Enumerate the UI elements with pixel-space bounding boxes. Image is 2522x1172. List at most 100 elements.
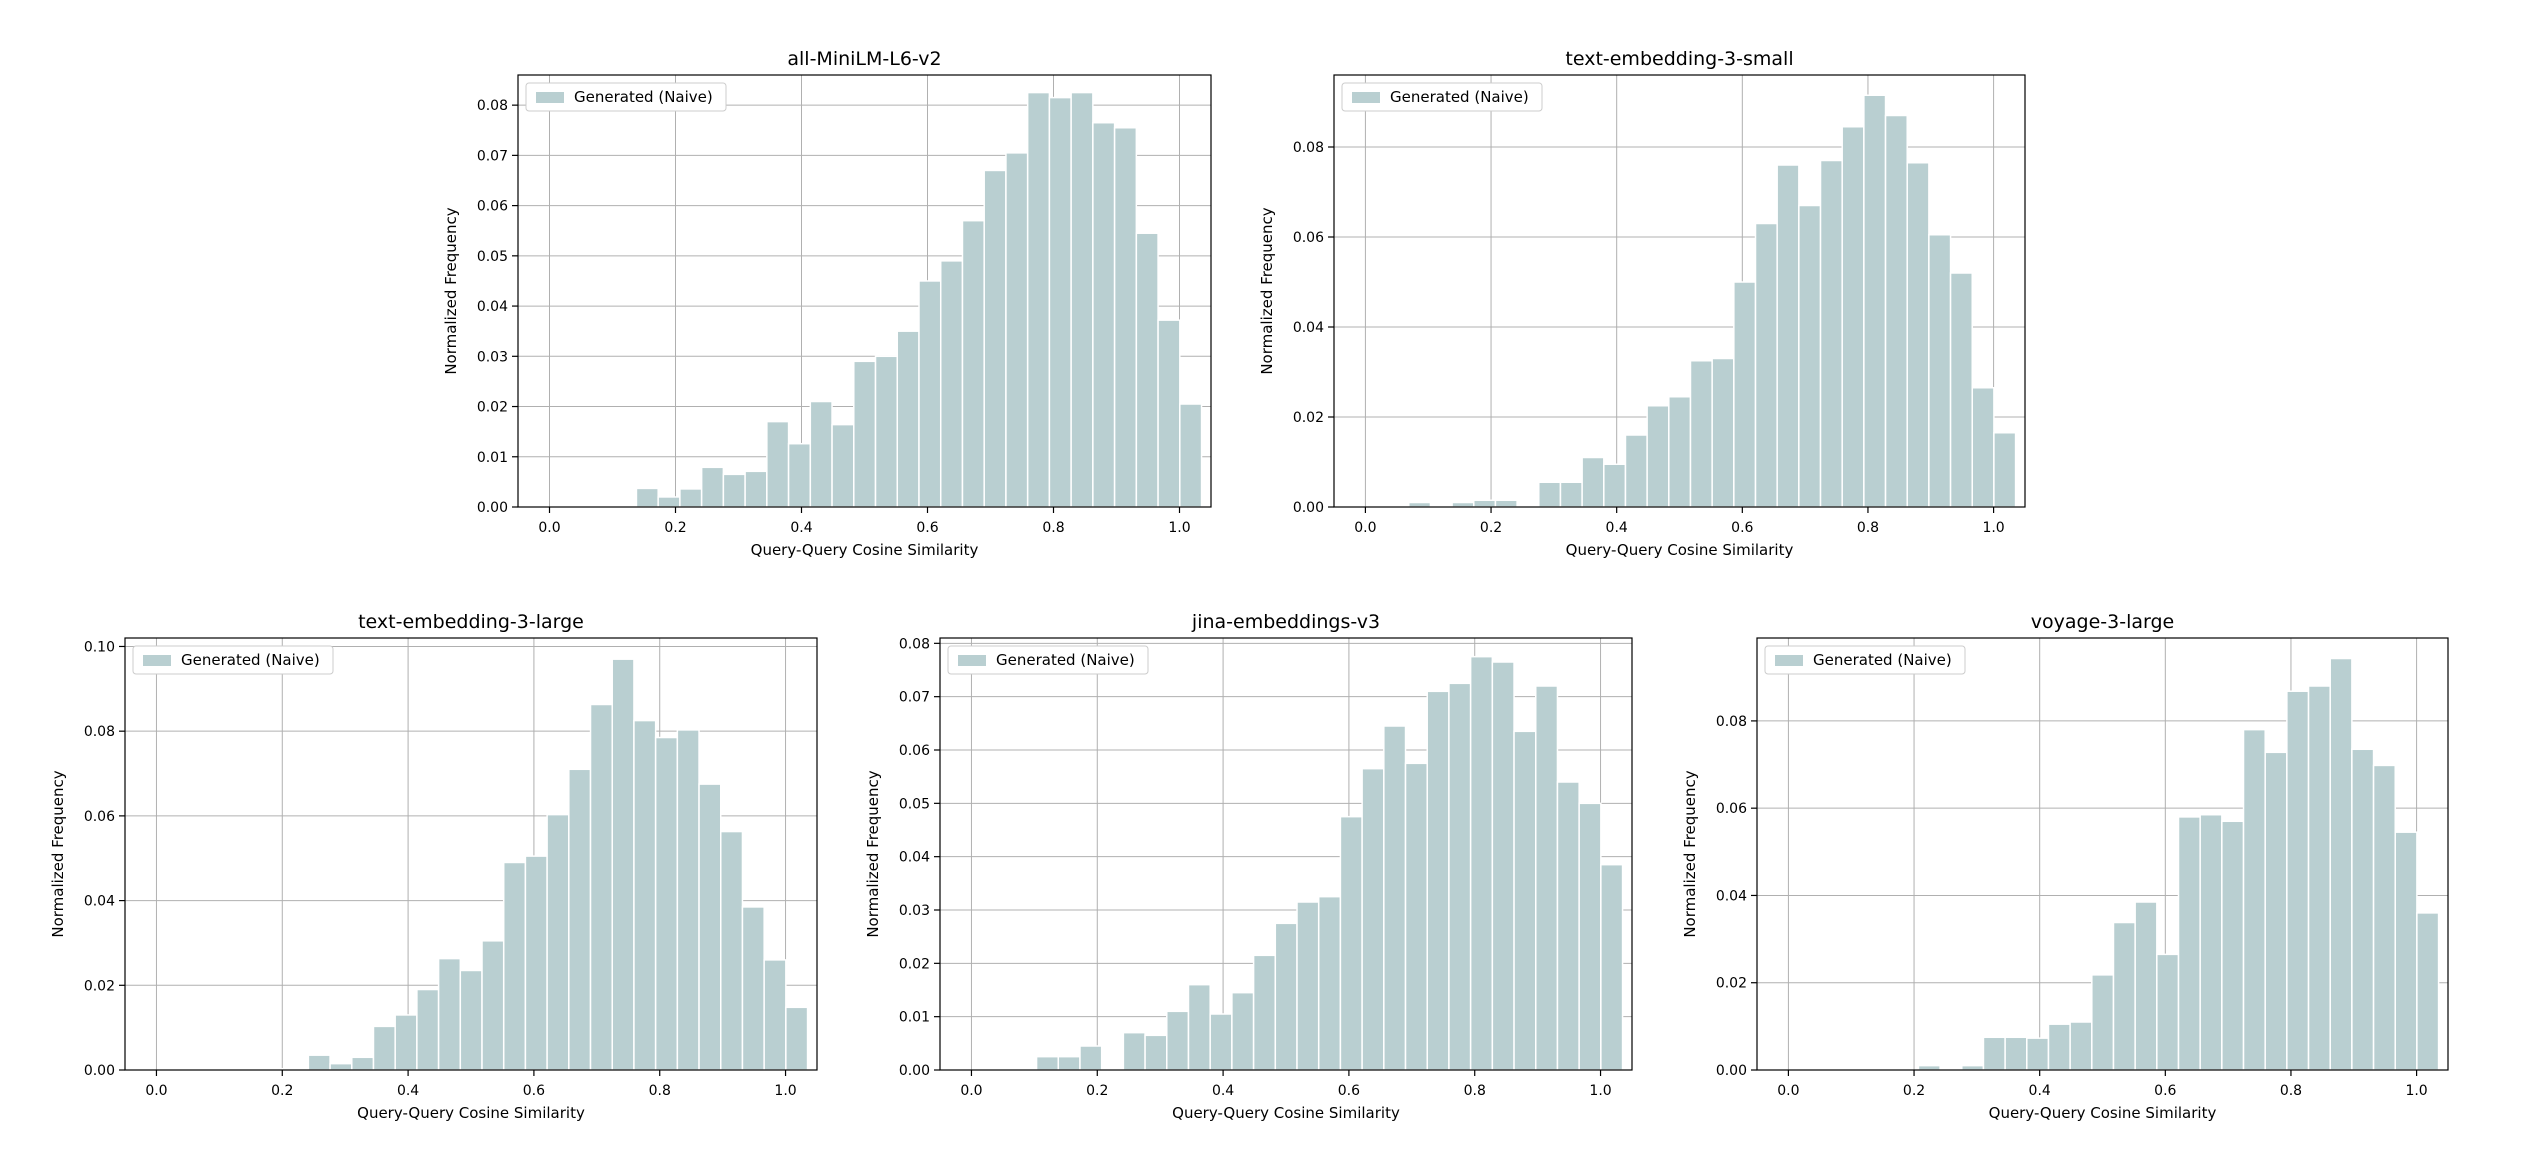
histogram-bar	[1624, 434, 1648, 508]
x-tick-label: 0.2	[664, 520, 686, 536]
histogram-bar	[568, 768, 592, 1071]
y-tick-label: 0.00	[899, 1063, 930, 1079]
histogram-bar	[1079, 1045, 1103, 1071]
histogram-bar	[1274, 922, 1298, 1071]
histogram-bar	[2286, 690, 2310, 1071]
legend	[1764, 645, 1966, 675]
histogram-bar	[809, 400, 833, 508]
histogram-bar	[2199, 813, 2223, 1071]
histogram-bar	[1754, 222, 1778, 508]
histogram-bar	[481, 940, 505, 1071]
panel-voyage-3-large: 0.0 0.2 0.4 0.6 0.8 1.0 0.00 0.02 0.04 0.06 0.08 vo…	[1681, 611, 2449, 1122]
x-tick-label: 1.0	[774, 1083, 796, 1099]
histogram-bar	[351, 1056, 375, 1071]
histogram-bar	[1035, 1055, 1060, 1071]
x-tick-label: 0.4	[1606, 520, 1628, 536]
panel-text-embedding-3-small: 0.0 0.2 0.4 0.6 0.8 1.0 0.00 0.02 0.04 0.06 0.08 te…	[1258, 48, 2026, 559]
legend-label: Generated (Naive)	[1390, 88, 1529, 106]
histogram-bar	[1451, 501, 1475, 508]
y-tick-label: 0.08	[1293, 140, 1324, 156]
histogram-bar	[939, 260, 964, 508]
histogram-bar	[329, 1062, 353, 1071]
plot-frame	[124, 637, 818, 1071]
histogram-bar	[1404, 762, 1428, 1071]
plot-frame	[1333, 74, 2026, 508]
histogram-bar	[1317, 895, 1342, 1071]
y-tick-label: 0.07	[477, 148, 508, 164]
histogram-bar	[831, 423, 855, 508]
histogram-bar	[1113, 126, 1138, 508]
histogram-bar	[1339, 815, 1363, 1071]
x-tick-label: 0.4	[397, 1083, 419, 1099]
histogram-bar	[1408, 501, 1432, 508]
histogram-bar	[1600, 863, 1624, 1071]
panel-all-minilm-l6-v2: 0.0 0.2 0.4 0.6 0.8 1.0 0.00 0.01 0.02 0.03 0.04 0.…	[442, 48, 1212, 559]
x-tick-label: 0.6	[523, 1083, 545, 1099]
histogram-bar	[2307, 685, 2331, 1071]
y-axis-label: Normalized Frequency	[442, 207, 460, 374]
histogram-bar	[2134, 901, 2158, 1071]
histogram-bar	[1646, 405, 1670, 508]
histogram-bar	[961, 219, 985, 508]
histogram-bar	[1469, 655, 1494, 1071]
x-tick-label: 0.6	[2154, 1083, 2176, 1099]
y-tick-label: 0.02	[1716, 976, 1747, 992]
x-tick-label: 0.2	[271, 1083, 293, 1099]
histogram-bar	[1534, 685, 1559, 1071]
histogram-bar	[2329, 657, 2353, 1071]
y-tick-label: 0.08	[477, 98, 508, 114]
panel-text-embedding-3-large: 0.0 0.2 0.4 0.6 0.8 1.0 0.00 0.02 0.04 0.06 0.08 0.…	[49, 611, 818, 1122]
histogram-bar	[2026, 1037, 2050, 1071]
y-tick-label: 0.01	[477, 450, 508, 466]
histogram-bar	[787, 442, 812, 508]
histogram-bar	[654, 736, 679, 1071]
legend-label: Generated (Naive)	[1813, 651, 1952, 669]
chart-title: jina-embeddings-v3	[1191, 611, 1380, 633]
x-tick-label: 0.0	[1354, 520, 1376, 536]
y-tick-label: 0.04	[477, 299, 508, 315]
x-tick-label: 0.4	[1212, 1083, 1234, 1099]
histogram-bar	[1711, 357, 1735, 508]
y-tick-label: 0.02	[477, 400, 508, 416]
legend-swatch	[1775, 655, 1803, 666]
histogram-bar	[1005, 152, 1029, 508]
histogram-bar	[1917, 1064, 1941, 1071]
histogram-bar	[1578, 802, 1602, 1071]
histogram-bar	[1971, 387, 1995, 508]
x-tick-label: 1.0	[1589, 1083, 1611, 1099]
histogram-bar	[1841, 126, 1865, 508]
chart-title: all-MiniLM-L6-v2	[787, 48, 941, 70]
x-axis-label: Query-Query Cosine Similarity	[357, 1104, 585, 1122]
histogram-bar	[2177, 816, 2201, 1071]
y-tick-label: 0.05	[477, 249, 508, 265]
histogram-bar	[1494, 499, 1518, 508]
legend-label: Generated (Naive)	[181, 651, 320, 669]
y-tick-label: 0.06	[1716, 801, 1747, 817]
x-tick-label: 0.0	[960, 1083, 982, 1099]
histogram-bar	[2004, 1036, 2028, 1071]
histogram-bar	[679, 488, 703, 508]
histogram-bar	[1798, 204, 1822, 508]
x-tick-label: 0.6	[1338, 1083, 1360, 1099]
y-tick-label: 0.08	[1716, 714, 1747, 730]
histogram-bar	[676, 729, 700, 1071]
histogram-bar	[437, 957, 462, 1071]
y-tick-label: 0.01	[899, 1010, 930, 1026]
x-tick-label: 0.6	[1731, 520, 1753, 536]
y-tick-label: 0.06	[899, 743, 930, 759]
histogram-bar	[2394, 831, 2418, 1071]
chart-title: text-embedding-3-large	[358, 611, 584, 633]
histogram-bar	[1491, 661, 1515, 1071]
histogram-bar	[1776, 164, 1800, 508]
histogram-bar	[394, 1014, 418, 1071]
histogram-bar	[372, 1025, 396, 1071]
x-tick-label: 1.0	[2405, 1083, 2427, 1099]
histogram-bar	[611, 658, 635, 1071]
x-tick-label: 0.8	[1464, 1083, 1486, 1099]
legend-label: Generated (Naive)	[574, 88, 713, 106]
histogram-bar	[1166, 1010, 1190, 1071]
y-tick-label: 0.02	[899, 956, 930, 972]
histogram-bar	[1556, 781, 1580, 1071]
histogram-bar	[502, 861, 527, 1071]
